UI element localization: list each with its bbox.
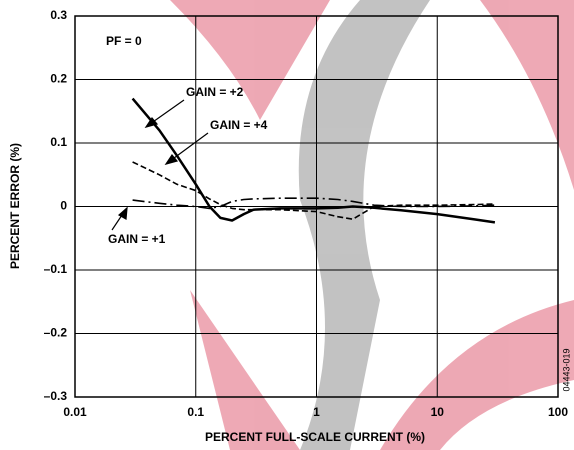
y-axis-label: PERCENT ERROR (%) (8, 143, 22, 269)
y-tick-label: –0.3 (44, 389, 68, 403)
figure-id: 04443-019 (561, 348, 571, 391)
x-tick-label: 1 (313, 405, 320, 419)
x-tick-label: 100 (548, 405, 568, 419)
series-label: GAIN = +2 (186, 85, 244, 99)
x-tick-label: 0.1 (187, 405, 204, 419)
annotation: PF = 0 (106, 34, 142, 48)
series-label: GAIN = +1 (108, 232, 166, 246)
x-tick-label: 10 (431, 405, 445, 419)
arrows (111, 99, 209, 231)
x-axis-label: PERCENT FULL-SCALE CURRENT (%) (205, 430, 425, 444)
series-line (132, 197, 495, 210)
y-tick-label: –0.2 (44, 326, 68, 340)
plot-frame (74, 15, 559, 398)
series-label: GAIN = +4 (210, 118, 268, 132)
watermark (170, 0, 574, 450)
x-tick-label: 0.01 (63, 405, 87, 419)
y-tick-label: –0.1 (44, 262, 68, 276)
series-line (132, 161, 495, 220)
y-tick-label: 0.2 (50, 72, 67, 86)
y-tick-label: 0 (60, 199, 67, 213)
y-tick-label: 0.3 (50, 8, 67, 22)
y-tick-label: 0.1 (50, 135, 67, 149)
